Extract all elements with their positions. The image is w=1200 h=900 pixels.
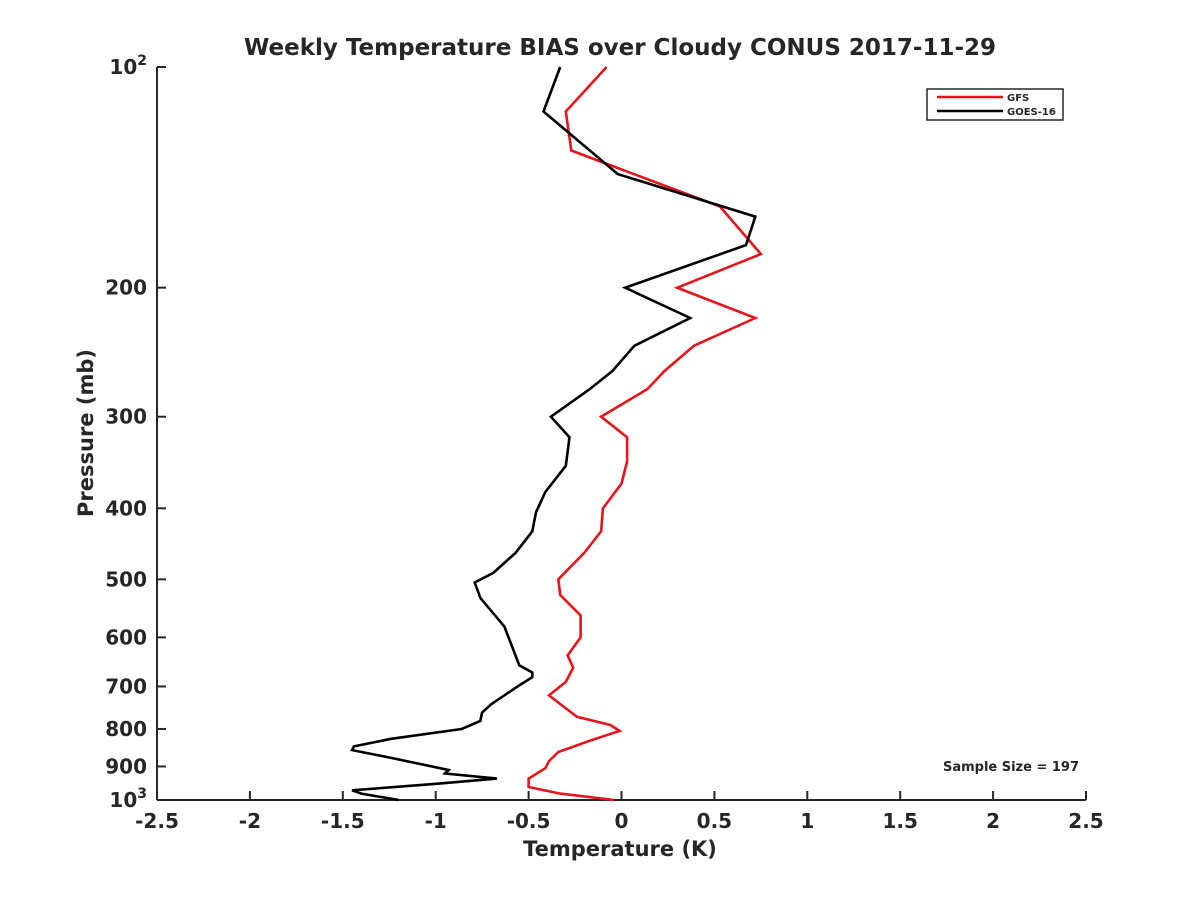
series-line-goes-16 (350, 66, 757, 802)
y-tick-label: 200 (105, 276, 147, 300)
x-tick-label: 0 (615, 809, 629, 833)
axes (156, 66, 1087, 801)
y-tick-label: 400 (105, 496, 147, 520)
x-tick-label: 2 (986, 809, 1000, 833)
x-tick-label: -2 (239, 809, 261, 833)
y-tick-label: 103 (109, 786, 147, 812)
legend-label-goes-16: GOES-16 (1007, 107, 1056, 118)
y-tick-label: 102 (109, 53, 147, 79)
x-axis-label: Temperature (K) (523, 837, 717, 861)
legend: GFS GOES-16 (926, 88, 1064, 121)
legend-box (926, 88, 1064, 121)
y-tick-label: 800 (105, 717, 147, 741)
y-tick-label: 600 (105, 625, 147, 649)
series-lines (350, 66, 764, 802)
x-tick-label: -0.5 (507, 809, 551, 833)
x-tick-label: -1.5 (321, 809, 365, 833)
x-tick-label: 0.5 (697, 809, 732, 833)
sample-size-annotation: Sample Size = 197 (943, 760, 1079, 775)
y-tick-label: 500 (105, 567, 147, 591)
y-tick-label: 300 (105, 405, 147, 429)
y-axis-label: Pressure (mb) (74, 349, 98, 517)
y-tick-label: 900 (105, 754, 147, 778)
chart-title: Weekly Temperature BIAS over Cloudy CONU… (244, 35, 996, 61)
tick-labels: -2.5 -2 -1.5 -1 -0.5 0 0.5 1 1.5 2 2.5 102 200 300 400… (105, 53, 1103, 833)
y-tick-label: 700 (105, 674, 147, 698)
legend-label-gfs: GFS (1007, 93, 1029, 104)
x-tick-label: 2.5 (1068, 809, 1103, 833)
x-tick-label: -1 (425, 809, 447, 833)
x-tick-label: 1.5 (882, 809, 917, 833)
series-line-gfs (527, 66, 764, 802)
x-tick-label: -2.5 (135, 809, 179, 833)
x-tick-label: 1 (800, 809, 814, 833)
